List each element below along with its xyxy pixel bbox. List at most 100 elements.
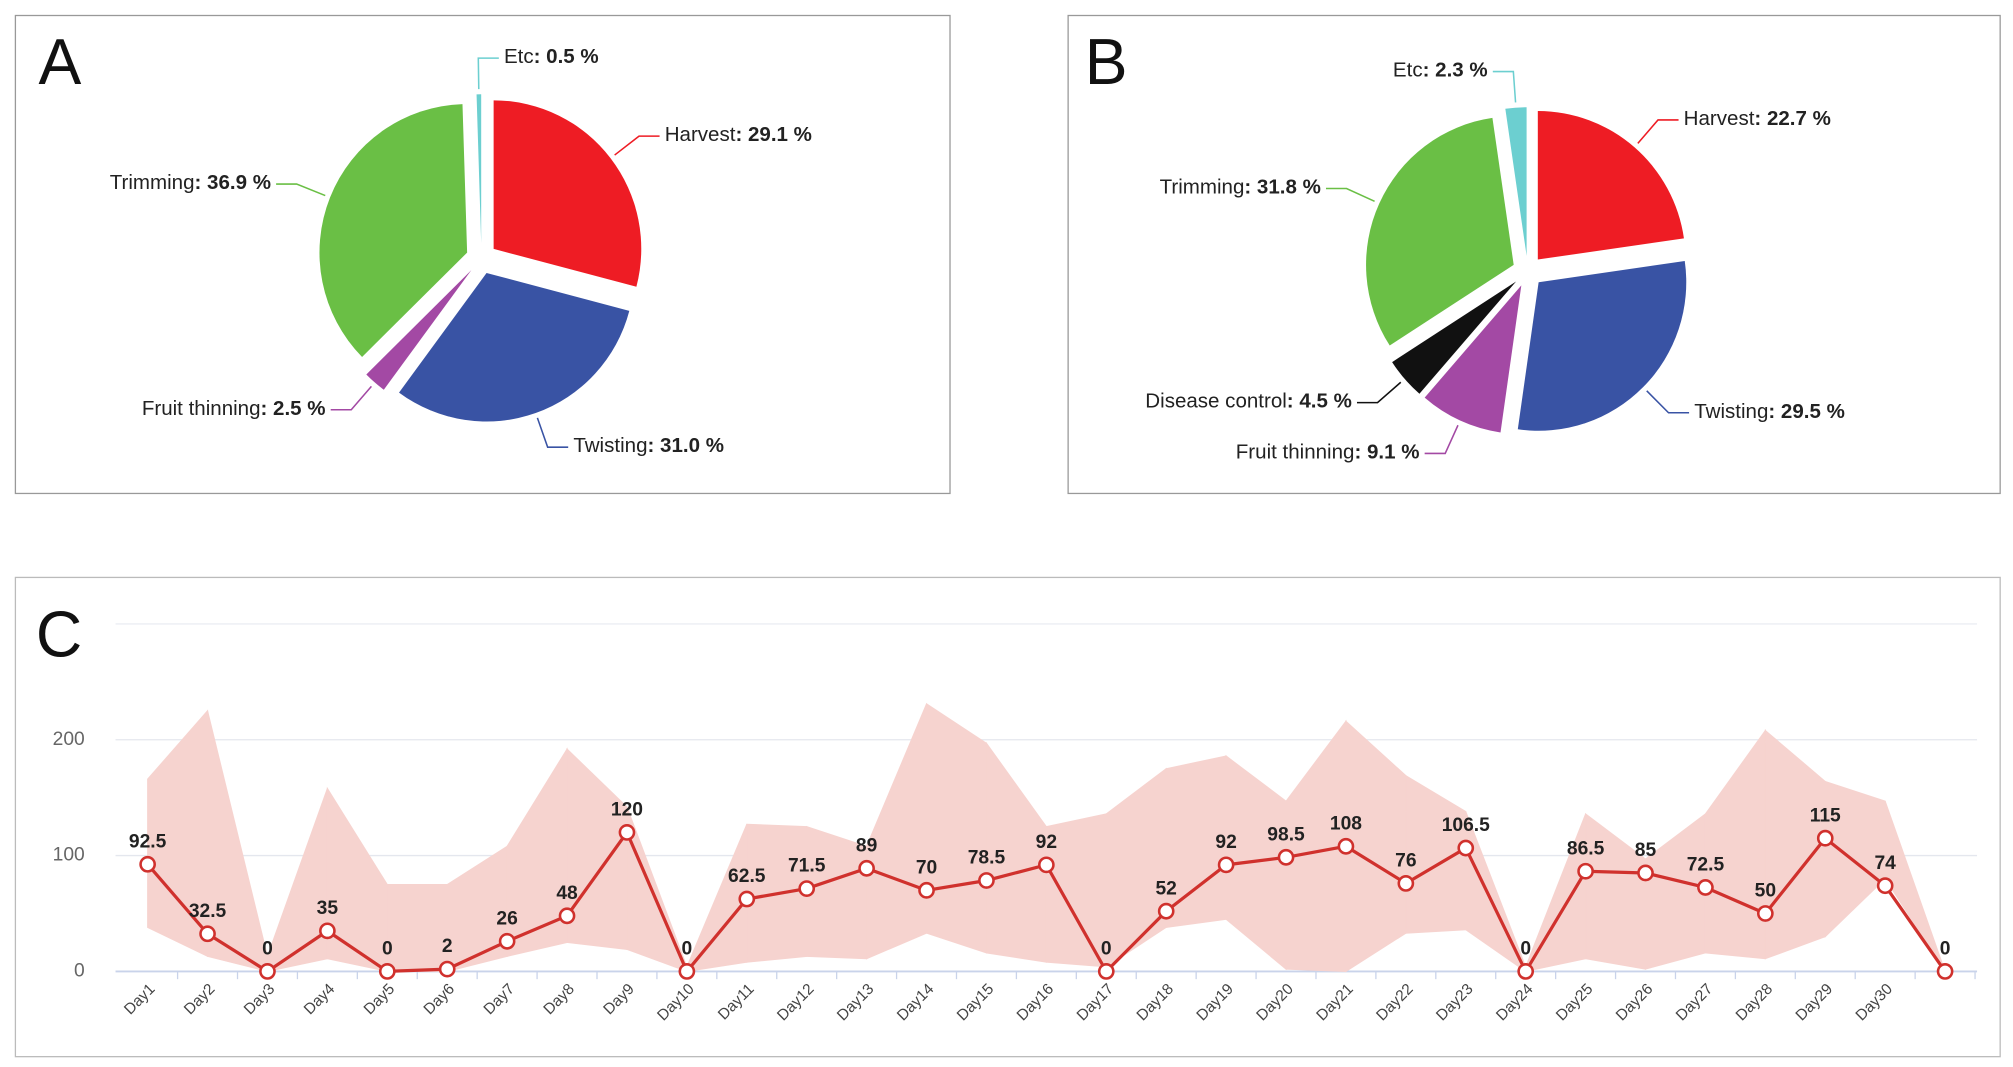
data-label: 92 [1036,832,1057,853]
data-point [378,963,396,980]
panel-label: A [39,26,82,98]
data-point [1157,902,1175,920]
data-label: 115 [1810,805,1841,826]
data-label: 108 [1330,813,1362,834]
data-label: 0 [1940,939,1951,960]
slice-name: Fruit thinning [142,397,261,420]
data-label: 26 [496,908,518,929]
x-tick-label: Day12 [774,981,817,1025]
pie-slice [1366,117,1514,346]
data-point [1337,837,1355,855]
leader-line [330,385,372,411]
range-band [326,786,388,973]
leader-line [1356,381,1402,404]
slice-label: Fruit thinning: 9.1 % [1236,441,1420,464]
data-label: 120 [611,800,643,821]
slice-label: Etc: 2.3 % [1393,59,1488,82]
slice-label: Twisting: 31.0 % [573,435,724,458]
pie-slice [493,100,642,287]
slice-value: : 29.5 % [1768,400,1844,423]
pie-slice [366,270,472,390]
y-tick-label: 200 [53,729,85,750]
range-band [386,884,448,972]
data-point [199,925,216,943]
x-tick-label: Day15 [954,981,997,1025]
leader-line [1424,424,1459,455]
x-tick-label: Day13 [834,981,877,1025]
x-tick-label: Day1 [121,981,158,1019]
slice-name: Twisting [573,435,647,458]
data-point [858,859,875,877]
range-band [1345,720,1407,973]
data-label: 35 [317,898,339,919]
data-label: 85 [1635,840,1657,861]
data-point [1097,963,1115,980]
data-label: 76 [1395,850,1417,871]
pie-slice [1424,285,1522,433]
x-tick-label: Day29 [1793,981,1836,1025]
data-point [558,907,576,925]
data-point [259,963,276,980]
x-tick-label: Day17 [1074,981,1117,1025]
data-point [678,963,696,980]
range-band [566,747,628,950]
slice-name: Harvest [665,124,736,147]
data-label: 48 [556,883,578,904]
x-tick-label: Day7 [481,981,518,1019]
range-band [207,710,268,973]
pie-slice [399,272,630,422]
data-point [978,872,995,889]
panel-frame [14,576,2001,1058]
data-label: 50 [1755,881,1776,902]
data-point [1697,879,1714,896]
x-tick-label: Day26 [1613,981,1656,1025]
slice-value: : 31.8 % [1244,176,1320,199]
y-tick-label: 0 [74,960,85,981]
pie-slice [1505,107,1527,256]
x-tick-label: Day10 [654,981,697,1025]
data-label: 0 [262,939,273,960]
data-point [1637,864,1654,882]
panel-label: B [1085,26,1128,98]
data-label: 2 [442,936,453,957]
slice-name: Trimming [110,171,195,194]
slice-name: Harvest [1684,107,1755,130]
x-tick-label: Day23 [1433,981,1476,1025]
slice-label: Etc: 0.5 % [504,46,599,69]
range-band [1704,728,1766,960]
x-tick-label: Day24 [1493,980,1537,1024]
data-point [1277,848,1295,866]
range-band [686,824,748,973]
data-point [1936,963,1954,980]
x-tick-label: Day21 [1313,981,1356,1025]
x-tick-label: Day30 [1853,981,1896,1025]
data-label: 0 [682,939,693,960]
slice-value: : 4.5 % [1287,390,1352,413]
slice-label: Harvest: 29.1 % [665,124,812,147]
data-point [1457,839,1475,857]
data-point [1217,856,1235,874]
data-label: 71.5 [788,856,826,877]
slice-label: Disease control: 4.5 % [1145,390,1352,413]
leader-line [1646,390,1690,414]
data-label: 92 [1215,832,1236,853]
data-label: 89 [856,835,878,856]
data-point [618,824,636,841]
panel-frame [14,14,951,495]
slice-label: Twisting: 29.5 % [1694,400,1845,423]
data-label: 0 [1101,939,1112,960]
data-label: 72.5 [1687,855,1725,876]
x-tick-label: Day5 [361,981,398,1019]
pie-slice [1537,111,1684,260]
x-tick-label: Day4 [301,980,339,1018]
range-band [1285,719,1347,972]
x-tick-label: Day16 [1014,981,1057,1025]
y-tick-label: 100 [53,845,85,866]
x-tick-label: Day28 [1733,981,1776,1025]
data-point [438,960,456,978]
slice-value: : 2.3 % [1423,59,1488,82]
slice-name: Twisting [1694,400,1768,423]
range-band [926,702,987,954]
data-label: 70 [916,857,937,878]
data-label: 0 [382,939,393,960]
